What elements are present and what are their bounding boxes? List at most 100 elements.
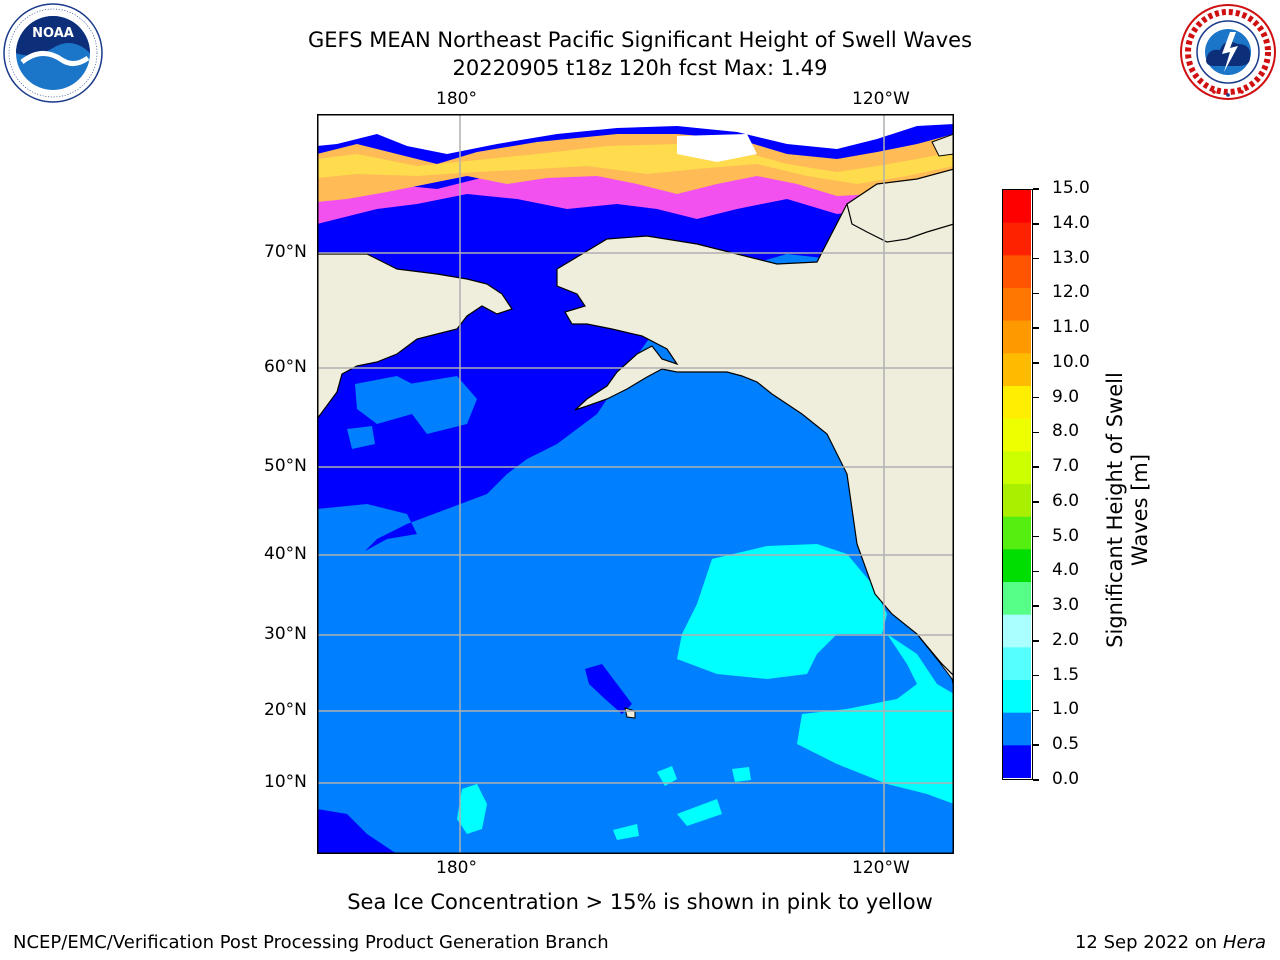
colorbar-tick-label: 3.0: [1052, 595, 1080, 616]
arctic-white-area: [317, 114, 954, 154]
swell-band-1.0-1.5-south-d: [677, 799, 722, 826]
lon-label-top-180: 180°: [436, 89, 477, 109]
lon-label-bottom-180: 180°: [436, 858, 477, 878]
colorbar-tick-label: 7.0: [1052, 456, 1080, 477]
colorbar-tick-label: 12.0: [1052, 282, 1090, 303]
ice-island-a: [677, 134, 757, 162]
lon-label-top-120w: 120°W: [852, 89, 910, 109]
lat-label-50n: 50°N: [264, 456, 307, 476]
colorbar-tick-mark: [1033, 501, 1039, 503]
colorbar-label: Significant Height of Swell Waves [m]: [1103, 300, 1153, 720]
colorbar-swatch-3: [1003, 288, 1031, 322]
footer-date: 12 Sep 2022 on: [1074, 932, 1218, 953]
colorbar-tick-mark: [1033, 466, 1039, 468]
colorbar-tick-label: 6.0: [1052, 490, 1080, 511]
colorbar-tick-mark: [1033, 674, 1039, 677]
lat-label-60n: 60°N: [264, 357, 307, 377]
chart-subtitle: 20220905 t18z 120h fcst Max: 1.49: [452, 56, 828, 80]
colorbar-tick-mark: [1033, 396, 1039, 399]
colorbar-tick-mark: [1033, 570, 1039, 573]
swell-band-1.0-1.5-south-e: [613, 824, 639, 840]
swell-band-1.0-1.5-east: [677, 544, 887, 679]
lat-label-70n: 70°N: [264, 242, 307, 262]
colorbar: [1002, 189, 1033, 780]
land-baja: [916, 633, 954, 690]
colorbar-tick-label: 9.0: [1052, 386, 1080, 407]
colorbar-tick-label: 1.0: [1052, 699, 1080, 720]
swell-band-0.5-1.0-bering-a: [355, 376, 422, 424]
colorbar-swatch-14: [1003, 647, 1031, 681]
colorbar-swatch-15: [1003, 680, 1031, 714]
colorbar-tick-label: 10.0: [1052, 351, 1090, 372]
colorbar-swatch-8: [1003, 451, 1031, 485]
sea-ice-pink: [317, 144, 954, 224]
colorbar-tick-mark: [1033, 640, 1039, 642]
graticule: [317, 114, 954, 854]
colorbar-swatch-9: [1003, 484, 1031, 518]
colorbar-swatch-10: [1003, 516, 1031, 550]
colorbar-tick-mark: [1033, 188, 1039, 190]
colorbar-swatch-1: [1003, 222, 1031, 256]
colorbar-tick-mark: [1033, 605, 1039, 607]
colorbar-tick-label: 1.5: [1052, 664, 1080, 685]
land-arctic-islands: [846, 168, 954, 243]
swell-height-map: [317, 114, 954, 854]
footer-right: 12 Sep 2022 on Hera: [1075, 932, 1266, 953]
lat-label-40n: 40°N: [264, 544, 307, 564]
colorbar-swatch-4: [1003, 320, 1031, 354]
colorbar-swatch-0: [1003, 190, 1031, 224]
colorbar-tick-mark: [1033, 535, 1039, 538]
colorbar-tick-label: 13.0: [1052, 247, 1090, 268]
colorbar-tick-mark: [1033, 744, 1039, 746]
noaa-logo: NOAA: [2, 2, 104, 104]
nws-logo: [1178, 2, 1278, 102]
land-siberia: [317, 253, 513, 421]
colorbar-tick-mark: [1033, 327, 1039, 329]
lat-label-20n: 20°N: [264, 700, 307, 720]
colorbar-tick-mark: [1033, 223, 1039, 225]
swell-band-0.5-1.0-bering-c: [347, 426, 375, 449]
sea-ice-yellow: [317, 144, 954, 184]
swell-band-1.0-1.5-south-b: [657, 766, 677, 786]
colorbar-tick-label: 0.5: [1052, 734, 1080, 755]
footer-left: NCEP/EMC/Verification Post Processing Pr…: [13, 932, 609, 953]
colorbar-label-line1: Significant Height of Swell: [1103, 372, 1127, 648]
noaa-logo-text: NOAA: [32, 26, 74, 41]
colorbar-swatch-6: [1003, 386, 1031, 420]
colorbar-tick-label: 2.0: [1052, 629, 1080, 650]
colorbar-tick-label: 14.0: [1052, 212, 1090, 233]
swell-band-0-0.5-hawaii: [585, 664, 632, 714]
colorbar-tick-mark: [1033, 362, 1039, 364]
swell-band-1.0-1.5-south-c: [732, 767, 751, 782]
sea-ice-note: Sea Ice Concentration > 15% is shown in …: [347, 890, 933, 914]
colorbar-tick-label: 5.0: [1052, 525, 1080, 546]
colorbar-swatch-17: [1003, 745, 1031, 778]
colorbar-swatch-2: [1003, 255, 1031, 289]
colorbar-tick-mark: [1033, 709, 1039, 712]
chart-title: GEFS MEAN Northeast Pacific Significant …: [307, 28, 973, 52]
colorbar-tick-label: 0.0: [1052, 769, 1080, 789]
colorbar-swatch-13: [1003, 614, 1031, 648]
lat-label-30n: 30°N: [264, 624, 307, 644]
colorbar-tick-label: 4.0: [1052, 560, 1080, 581]
lat-label-10n: 10°N: [264, 772, 307, 792]
colorbar-tick-mark: [1033, 257, 1039, 260]
colorbar-label-line2: Waves [m]: [1128, 453, 1152, 567]
footer-host: Hera: [1222, 932, 1266, 953]
land-arctic-island-b: [931, 133, 954, 157]
colorbar-swatch-12: [1003, 582, 1031, 616]
colorbar-swatch-16: [1003, 712, 1031, 746]
colorbar-swatch-11: [1003, 549, 1031, 583]
colorbar-tick-mark: [1033, 292, 1039, 295]
colorbar-tick-label: 11.0: [1052, 317, 1090, 338]
colorbar-tick-mark: [1033, 431, 1039, 434]
colorbar-tick-mark: [1033, 779, 1039, 781]
colorbar-swatch-5: [1003, 353, 1031, 387]
colorbar-tick-label: 15.0: [1052, 178, 1090, 198]
swell-band-1.0-1.5-south-a: [457, 784, 487, 834]
colorbar-swatch-7: [1003, 418, 1031, 452]
swell-band-1.0-1.5-coast: [797, 634, 954, 804]
lon-label-bottom-120w: 120°W: [852, 858, 910, 878]
colorbar-tick-label: 8.0: [1052, 421, 1080, 442]
swell-band-0-0.5-southwest: [317, 809, 397, 854]
